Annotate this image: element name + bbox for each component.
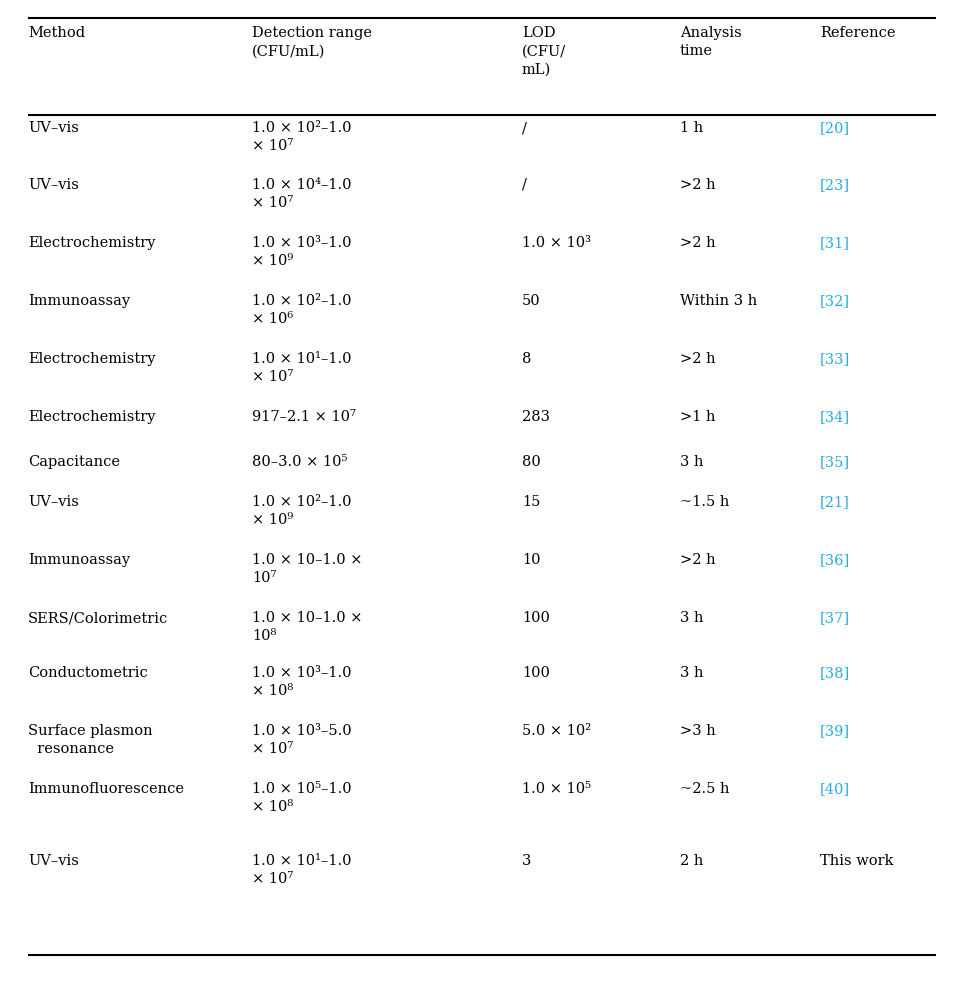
Text: Method: Method xyxy=(28,26,85,40)
Text: ~2.5 h: ~2.5 h xyxy=(680,782,730,796)
Text: >2 h: >2 h xyxy=(680,236,715,250)
Text: 80: 80 xyxy=(522,455,541,469)
Text: 1.0 × 10⁵: 1.0 × 10⁵ xyxy=(522,782,591,796)
Text: 1.0 × 10³–5.0
× 10⁷: 1.0 × 10³–5.0 × 10⁷ xyxy=(252,724,352,756)
Text: 1.0 × 10³–1.0
× 10⁹: 1.0 × 10³–1.0 × 10⁹ xyxy=(252,236,352,267)
Text: Electrochemistry: Electrochemistry xyxy=(28,236,155,250)
Text: 8: 8 xyxy=(522,352,531,366)
Text: This work: This work xyxy=(820,854,894,868)
Text: UV–vis: UV–vis xyxy=(28,121,79,135)
Text: 1.0 × 10²–1.0
× 10⁷: 1.0 × 10²–1.0 × 10⁷ xyxy=(252,121,352,152)
Text: UV–vis: UV–vis xyxy=(28,495,79,509)
Text: [32]: [32] xyxy=(820,294,850,308)
Text: Analysis
time: Analysis time xyxy=(680,26,741,58)
Text: [39]: [39] xyxy=(820,724,850,738)
Text: >2 h: >2 h xyxy=(680,352,715,366)
Text: Within 3 h: Within 3 h xyxy=(680,294,758,308)
Text: 80–3.0 × 10⁵: 80–3.0 × 10⁵ xyxy=(252,455,347,469)
Text: Immunoassay: Immunoassay xyxy=(28,294,130,308)
Text: [20]: [20] xyxy=(820,121,850,135)
Text: [35]: [35] xyxy=(820,455,850,469)
Text: >2 h: >2 h xyxy=(680,553,715,567)
Text: [38]: [38] xyxy=(820,666,850,680)
Text: 917–2.1 × 10⁷: 917–2.1 × 10⁷ xyxy=(252,410,356,424)
Text: 100: 100 xyxy=(522,611,549,625)
Text: 1.0 × 10⁵–1.0
× 10⁸: 1.0 × 10⁵–1.0 × 10⁸ xyxy=(252,782,352,814)
Text: UV–vis: UV–vis xyxy=(28,178,79,192)
Text: SERS/Colorimetric: SERS/Colorimetric xyxy=(28,611,169,625)
Text: Reference: Reference xyxy=(820,26,896,40)
Text: 1 h: 1 h xyxy=(680,121,704,135)
Text: 1.0 × 10–1.0 ×
10⁸: 1.0 × 10–1.0 × 10⁸ xyxy=(252,611,362,643)
Text: 1.0 × 10²–1.0
× 10⁶: 1.0 × 10²–1.0 × 10⁶ xyxy=(252,294,352,325)
Text: 10: 10 xyxy=(522,553,541,567)
Text: 1.0 × 10²–1.0
× 10⁹: 1.0 × 10²–1.0 × 10⁹ xyxy=(252,495,352,527)
Text: 50: 50 xyxy=(522,294,541,308)
Text: Conductometric: Conductometric xyxy=(28,666,147,680)
Text: [34]: [34] xyxy=(820,410,850,424)
Text: /: / xyxy=(522,178,527,192)
Text: Immunoassay: Immunoassay xyxy=(28,553,130,567)
Text: 1.0 × 10¹–1.0
× 10⁷: 1.0 × 10¹–1.0 × 10⁷ xyxy=(252,352,352,383)
Text: >1 h: >1 h xyxy=(680,410,715,424)
Text: 100: 100 xyxy=(522,666,549,680)
Text: 3: 3 xyxy=(522,854,531,868)
Text: >2 h: >2 h xyxy=(680,178,715,192)
Text: [33]: [33] xyxy=(820,352,850,366)
Text: [37]: [37] xyxy=(820,611,850,625)
Text: Electrochemistry: Electrochemistry xyxy=(28,352,155,366)
Text: 1.0 × 10⁴–1.0
× 10⁷: 1.0 × 10⁴–1.0 × 10⁷ xyxy=(252,178,352,209)
Text: 1.0 × 10–1.0 ×
10⁷: 1.0 × 10–1.0 × 10⁷ xyxy=(252,553,362,585)
Text: 1.0 × 10³–1.0
× 10⁸: 1.0 × 10³–1.0 × 10⁸ xyxy=(252,666,352,698)
Text: [31]: [31] xyxy=(820,236,850,250)
Text: 3 h: 3 h xyxy=(680,455,704,469)
Text: UV–vis: UV–vis xyxy=(28,854,79,868)
Text: Electrochemistry: Electrochemistry xyxy=(28,410,155,424)
Text: LOD
(CFU/
mL): LOD (CFU/ mL) xyxy=(522,26,566,77)
Text: 283: 283 xyxy=(522,410,550,424)
Text: /: / xyxy=(522,121,527,135)
Text: 15: 15 xyxy=(522,495,541,509)
Text: [23]: [23] xyxy=(820,178,850,192)
Text: [21]: [21] xyxy=(820,495,850,509)
Text: >3 h: >3 h xyxy=(680,724,715,738)
Text: Capacitance: Capacitance xyxy=(28,455,120,469)
Text: ~1.5 h: ~1.5 h xyxy=(680,495,730,509)
Text: Surface plasmon
  resonance: Surface plasmon resonance xyxy=(28,724,152,756)
Text: 3 h: 3 h xyxy=(680,666,704,680)
Text: 1.0 × 10³: 1.0 × 10³ xyxy=(522,236,591,250)
Text: 5.0 × 10²: 5.0 × 10² xyxy=(522,724,591,738)
Text: Detection range
(CFU/mL): Detection range (CFU/mL) xyxy=(252,26,372,58)
Text: 1.0 × 10¹–1.0
× 10⁷: 1.0 × 10¹–1.0 × 10⁷ xyxy=(252,854,352,886)
Text: Immunofluorescence: Immunofluorescence xyxy=(28,782,184,796)
Text: 2 h: 2 h xyxy=(680,854,704,868)
Text: 3 h: 3 h xyxy=(680,611,704,625)
Text: [40]: [40] xyxy=(820,782,850,796)
Text: [36]: [36] xyxy=(820,553,850,567)
